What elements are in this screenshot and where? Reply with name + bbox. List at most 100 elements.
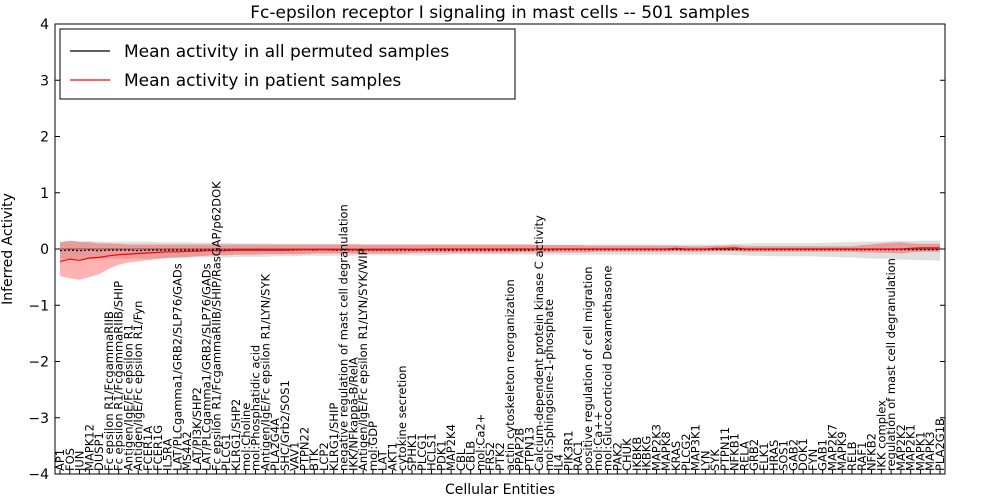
entity-label: Antigen/IgE/Fc epsilon R1/Fyn xyxy=(131,301,145,471)
entity-label: LYN xyxy=(698,450,712,471)
entity-label: MS4A2 xyxy=(180,431,194,471)
entity-label: PLCG2 xyxy=(679,433,693,471)
entity-label: MAPK1 xyxy=(913,431,927,471)
entity-label: VAV1 xyxy=(288,442,302,471)
entity-label: PLCG1 xyxy=(219,433,233,471)
entity-label: Fc epsilon R1/FcgammaRIIB/SHIP/RasGAP/p6… xyxy=(209,181,223,471)
entity-label: MAP2K4 xyxy=(444,424,458,471)
entity-label: SOS1 xyxy=(777,440,791,471)
entity-label: KLRG1/SHIP xyxy=(327,403,341,471)
entity-label: JUN xyxy=(73,451,87,472)
entity-label: mol:Ca++ xyxy=(591,411,605,471)
entity-label: FOS xyxy=(63,448,77,471)
entity-label: MAP2K7 xyxy=(825,424,839,471)
x-axis-title: Cellular Entities xyxy=(445,482,555,498)
entity-label: PLA2G1B xyxy=(933,418,947,471)
entity-label: NFKB2 xyxy=(865,433,879,471)
entity-label: AKT1 xyxy=(385,442,399,471)
entity-label: KRAS xyxy=(669,441,683,471)
legend-label-patient: Mean activity in patient samples xyxy=(124,71,401,91)
y-tick-label: 3 xyxy=(40,73,49,89)
entity-label: FCER1A xyxy=(141,426,155,471)
entity-label: IKBKB xyxy=(630,437,644,471)
entity-label: Fc epsilon R1/FcgammaRIIB xyxy=(102,311,116,471)
entity-label: CBLB xyxy=(464,441,478,471)
entity-label: MAP3K1 xyxy=(689,424,703,471)
entity-label: PPAP2B xyxy=(513,428,527,471)
entity-label: actin cytoskeleton reorganization xyxy=(503,279,517,471)
entity-label: Calcium-dependent protein kinase C activ… xyxy=(532,215,546,471)
entity-label: SYK xyxy=(708,449,722,471)
entity-label: MAPK8 xyxy=(659,431,673,471)
x-axis-ticks xyxy=(59,470,941,474)
entity-label: RAC1 xyxy=(571,440,585,471)
entity-label: CBL xyxy=(454,448,468,471)
entity-label: LCP2 xyxy=(317,442,331,471)
series-lines xyxy=(59,247,940,262)
entity-label: IKK/NFkappa-B/RelA xyxy=(346,357,360,471)
entity-label: KLRG1/SHP2 xyxy=(229,399,243,471)
plot-frame xyxy=(54,23,946,475)
entity-label: mol:Glucocorticoid Dexamethasone xyxy=(601,266,615,471)
entity-label: PLCG1 xyxy=(415,433,429,471)
entity-label: MAP2K1 xyxy=(904,424,918,471)
legend-label-permuted: Mean activity in all permuted samples xyxy=(124,42,449,62)
entity-label: mol:Choline xyxy=(239,403,253,471)
entity-label: RELB xyxy=(845,441,859,471)
entity-label: PTK2 xyxy=(493,442,507,471)
entity-label: GAB1 xyxy=(816,439,830,471)
entity-label: mol:GDP xyxy=(366,421,380,471)
entity-label: MAPK9 xyxy=(835,431,849,471)
entity-label: LAT/PLCgamma1/GRB2/SLP76/GADs xyxy=(200,263,214,471)
entity-label: positive regulation of cell migration xyxy=(581,266,595,471)
entity-label: HCLS1 xyxy=(425,433,439,471)
chart-title: Fc-epsilon receptor I signaling in mast … xyxy=(250,3,750,23)
entity-label: negative regulation of mast cell degranu… xyxy=(337,204,351,471)
legend: Mean activity in all permuted samples Me… xyxy=(59,28,516,100)
entity-label: IKK complex xyxy=(874,400,888,471)
legend-box xyxy=(59,28,516,100)
entity-label: RELA xyxy=(737,441,751,471)
entity-label: MAPK3 xyxy=(923,431,937,471)
entity-label: SHC/Grb2/SOS1 xyxy=(278,380,292,471)
y-tick-label: −4 xyxy=(28,467,49,483)
entity-label: LAT/PLCgamma1/GRB2/SLP76/GADs xyxy=(170,263,184,471)
y-tick-label: 4 xyxy=(40,17,49,33)
y-tick-label: −2 xyxy=(28,355,49,371)
entity-label: PTPN13 xyxy=(522,427,536,471)
entity-label: SPHK1 xyxy=(405,433,419,471)
entity-label: RAF1 xyxy=(855,442,869,471)
entity-label: IL5RA xyxy=(161,438,175,471)
entity-label: ELK1 xyxy=(757,442,771,471)
entity-label: PTPN11 xyxy=(718,427,732,471)
entity-label: FYN xyxy=(806,449,820,471)
entity-label: PLA2G4A xyxy=(268,418,282,471)
entity-label: CHUK xyxy=(620,438,634,471)
y-axis-title: Inferred Activity xyxy=(0,193,16,305)
entity-label: Fc epsilon R1/FcgammaRIIB/SHIP xyxy=(112,281,126,471)
entity-label: PDK1 xyxy=(434,440,448,471)
entity-label: BTK xyxy=(307,448,321,471)
y-tick-label: −1 xyxy=(28,298,49,314)
entity-label: mol:Ca2+ xyxy=(473,414,487,471)
entity-label: LAT xyxy=(376,449,390,471)
entity-label: HRAS xyxy=(767,440,781,471)
entity-label: NFKB1 xyxy=(728,433,742,471)
entity-label: cytokine secretion xyxy=(395,365,409,471)
entity-label: PTPN22 xyxy=(297,427,311,471)
y-axis-ticks: −4 −3 −2 −1 0 1 2 3 4 xyxy=(28,17,945,483)
entity-label: MAPK12 xyxy=(82,424,96,471)
entity-label: mol:Phosphatidic acid xyxy=(249,345,263,471)
entity-label: GAB2 xyxy=(786,439,800,471)
entity-label: Antigen/IgE/Fc epsilon R1 xyxy=(121,324,135,471)
y-tick-label: 0 xyxy=(40,242,49,258)
entity-label: IKBKG xyxy=(640,436,654,471)
entity-label: FRS2 xyxy=(483,442,497,471)
y-tick-label: −3 xyxy=(28,411,49,427)
entity-label: GRB2 xyxy=(747,439,761,471)
y-tick-label: 2 xyxy=(40,130,49,146)
entity-label: MAP2K2 xyxy=(894,424,908,471)
entity-label: regulation of mast cell degranulation xyxy=(884,258,898,471)
entity-label: MAP2K3 xyxy=(649,424,663,471)
